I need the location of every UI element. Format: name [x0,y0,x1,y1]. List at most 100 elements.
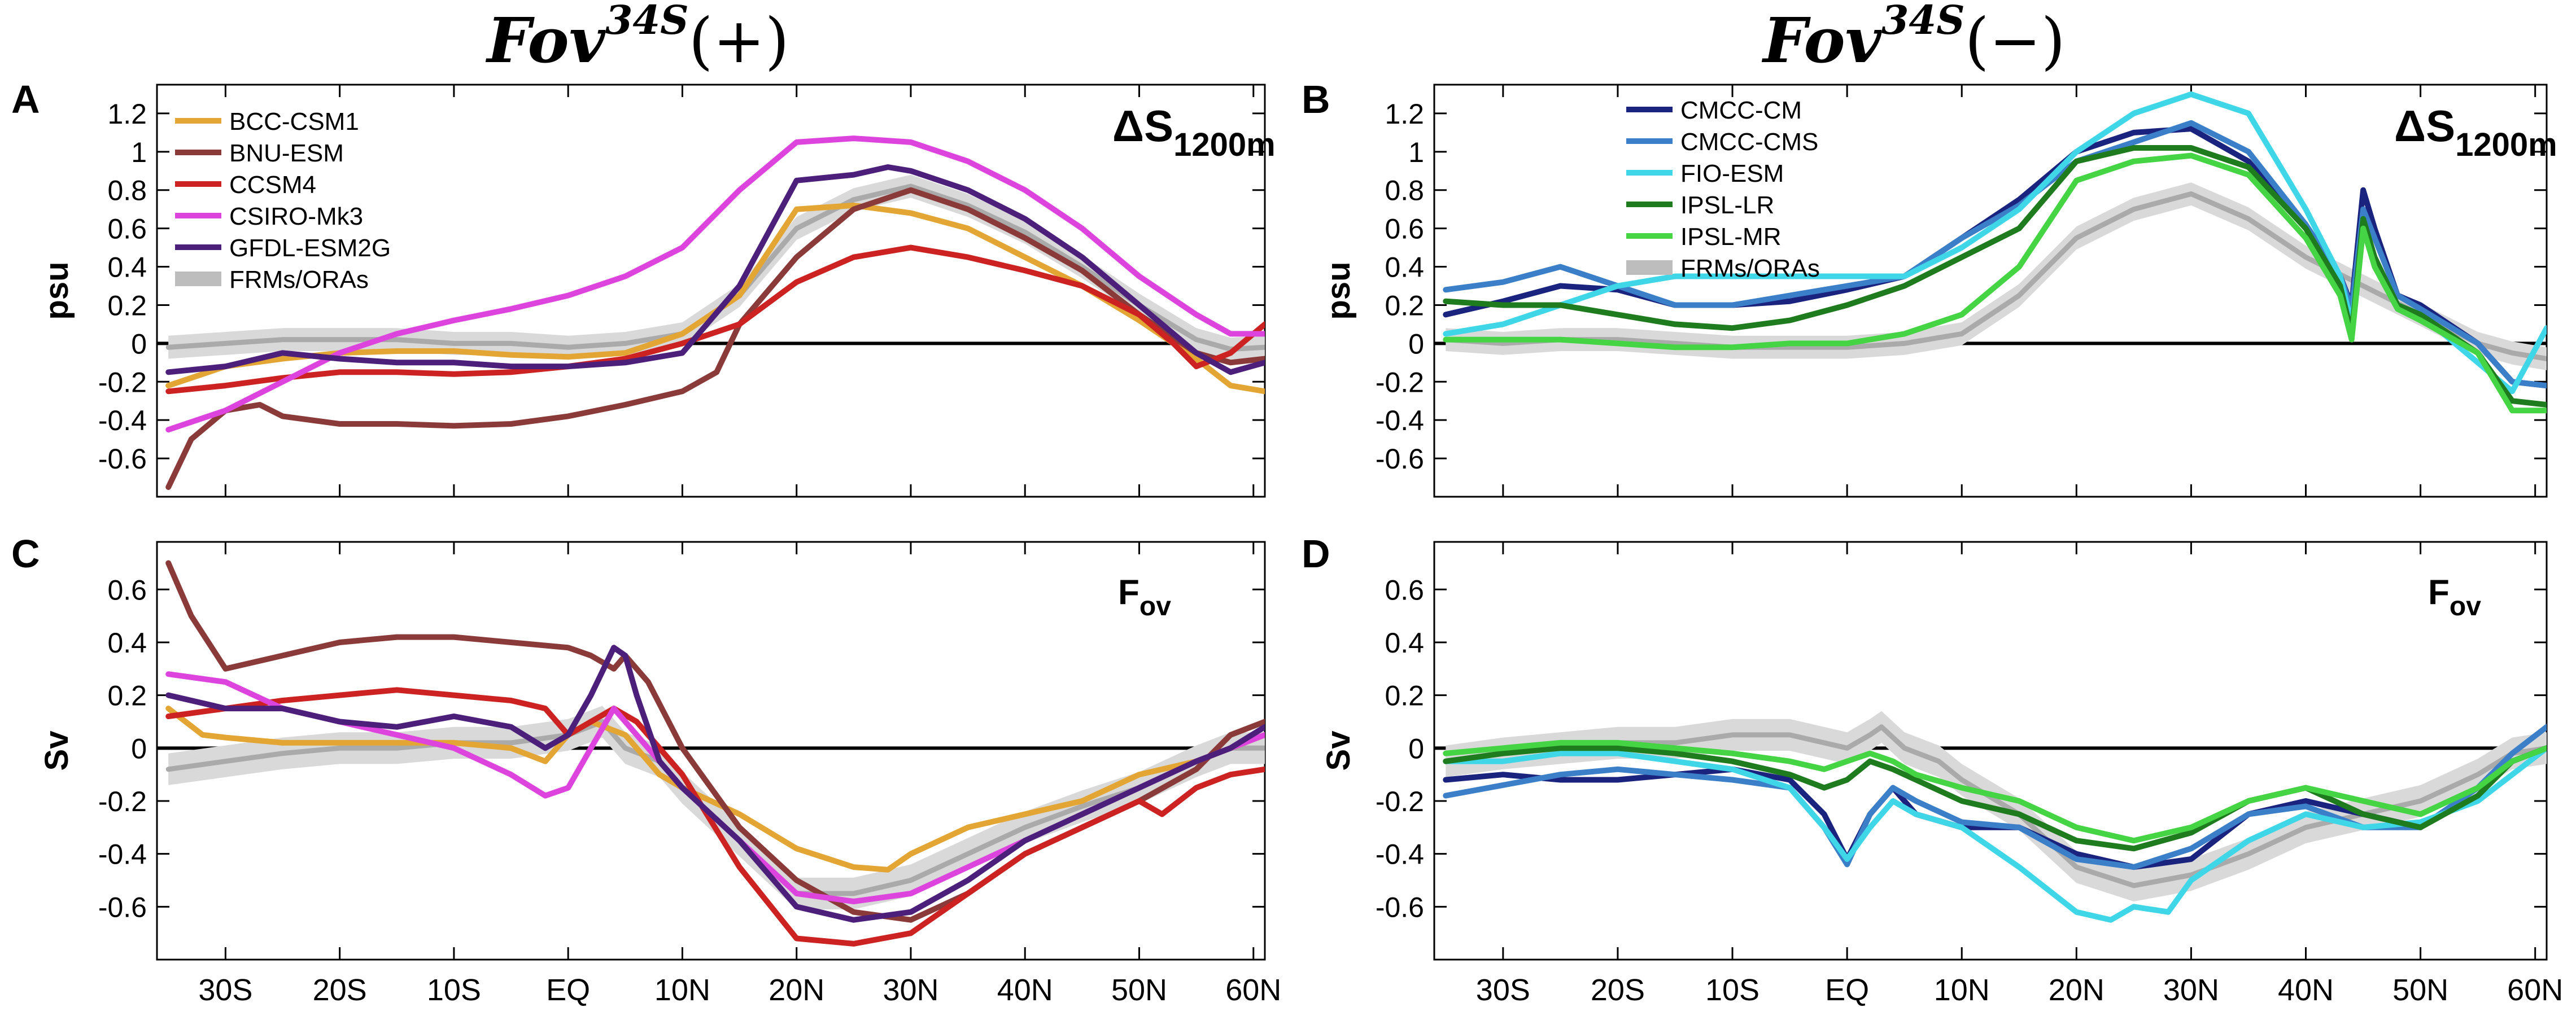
title-left-suffix: (+) [689,5,789,77]
y-axis-label: Sv [38,731,75,771]
y-tick-label: 0.2 [107,680,147,712]
x-tick-label: 40N [2278,973,2334,1007]
x-tick-label: 20N [769,973,824,1007]
x-tick-label: 10N [1934,973,1990,1007]
x-tick-label: EQ [1825,973,1869,1007]
legend-label: FRMs/ORAs [1680,255,1820,282]
series-line-ccsm4 [165,687,1265,947]
x-tick-label: EQ [546,973,590,1007]
legend-label: IPSL-LR [1680,191,1774,219]
x-tick-label: 20S [313,973,367,1007]
title-right: Fov34S(−) [1761,0,2065,77]
x-tick-label: 30S [1476,973,1530,1007]
series-line-bcc-csm1 [165,706,1265,873]
y-tick-label: -0.2 [98,366,147,398]
panel-annotation: ΔS1200m [2394,101,2557,163]
x-tick-label: 10S [427,973,481,1007]
y-tick-label: 0.8 [107,175,147,207]
panel-annotation: ΔS1200m [1112,101,1276,163]
series-line-ccsm4 [165,244,1265,395]
x-tick-label: 60N [1225,973,1281,1007]
series-line-gfdl-esm2g [165,164,1265,375]
y-tick-label: 1.2 [1385,98,1424,130]
legend-label: CCSM4 [229,171,316,199]
panel-letter-b: B [1302,77,1330,121]
x-tick-label: 20N [2049,973,2105,1007]
series-line-bcc-csm1 [165,202,1265,395]
y-tick-label: -0.6 [98,891,147,923]
y-tick-label: -0.2 [1376,786,1424,817]
title-left: Fov34S(+) [485,0,789,77]
y-tick-label: -0.6 [98,443,147,475]
y-tick-label: 0.4 [107,627,147,659]
x-tick-label: 40N [997,973,1053,1007]
legend: CMCC-CM CMCC-CMS FIO-ESM IPSL-LR IPSL-MR FRMs… [1626,97,1820,282]
y-tick-label: 0 [131,328,147,360]
series-band-frms-oras [1446,182,2547,370]
legend-label: CMCC-CMS [1680,128,1818,156]
y-tick-label: -0.6 [1376,891,1424,923]
legend-label: FRMs/ORAs [229,266,369,294]
y-tick-label: -0.2 [1376,366,1424,398]
svg-text:Fov34S(−): Fov34S(−) [1761,0,2065,77]
x-tick-label: 10S [1705,973,1759,1007]
y-tick-label: -0.4 [1376,839,1424,870]
x-tick-label: 20S [1591,973,1645,1007]
legend: BCC-CSM1 BNU-ESM CCSM4 CSIRO-Mk3 GFDL-ESM2G F… [175,108,391,294]
y-tick-label: -0.6 [1376,443,1424,475]
y-axis-label: psu [1320,261,1357,319]
y-tick-label: 0.6 [107,574,147,606]
series-line-cmcc-cms [1443,120,2547,389]
series-line-fio-esm [1443,745,2547,923]
y-tick-label: 0.6 [107,213,147,245]
x-tick-label: 30N [2163,973,2219,1007]
y-tick-label: 0 [1408,328,1424,360]
series-line-gfdl-esm2g [165,645,1265,923]
y-tick-label: -0.4 [98,405,147,436]
panel-letter-d: D [1302,532,1330,576]
y-tick-label: 0.6 [1385,213,1424,245]
panel-annotation: Fov [2428,573,2481,621]
title-right-suffix: (−) [1965,5,2066,77]
y-tick-label: -0.4 [1376,405,1424,436]
title-right-sup: 34S [1881,0,1965,43]
x-tick-label: 30S [198,973,252,1007]
y-tick-label: 1.2 [107,98,147,130]
panel-annotation: Fov [1118,573,1171,621]
y-tick-label: 1 [131,137,147,168]
y-axis-label: psu [38,261,75,319]
x-tick-label: 50N [2392,973,2448,1007]
plot-frame [156,84,1266,498]
y-axis-label: Sv [1320,731,1357,771]
title-left-main: Fov [485,4,605,77]
y-tick-label: 0.4 [1385,252,1424,283]
legend-label: CMCC-CM [1680,97,1802,124]
y-tick-label: 0 [131,733,147,764]
y-tick-label: 0.8 [1385,175,1424,207]
y-tick-label: 0.4 [1385,627,1424,659]
legend-label: IPSL-MR [1680,223,1781,251]
y-tick-label: 0.6 [1385,574,1424,606]
y-tick-label: 0.2 [1385,290,1424,321]
legend-label: FIO-ESM [1680,160,1784,187]
x-tick-label: 30N [883,973,938,1007]
title-right-main: Fov [1761,4,1881,77]
y-tick-label: -0.2 [98,786,147,817]
series-line-ipsl-mr [1443,152,2547,414]
svg-text:Fov34S(+): Fov34S(+) [485,0,789,77]
x-tick-label: 10N [654,973,710,1007]
x-tick-label: 50N [1111,973,1167,1007]
panel-c: C Sv 0.6 0.4 0.2 0 -0.2 -0.4 -0.6 30S 20S 10S EQ 10N 2… [11,532,1281,1007]
x-tick-label: 60N [2507,973,2563,1007]
y-tick-label: 0.4 [107,252,147,283]
legend-label: GFDL-ESM2G [229,234,391,262]
legend-label: BCC-CSM1 [229,108,359,135]
y-tick-label: 0.2 [107,290,147,321]
y-tick-label: -0.4 [98,839,147,870]
panel-letter-a: A [11,77,40,121]
y-tick-label: 1 [1408,137,1424,168]
title-left-sup: 34S [605,0,689,43]
series-line-bnu-esm [165,187,1265,490]
